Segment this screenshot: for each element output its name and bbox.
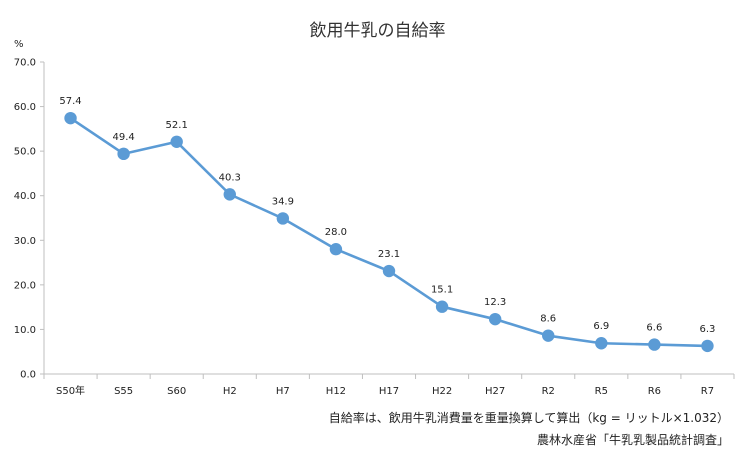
- data-label: 28.0: [325, 227, 347, 238]
- y-tick-label: 40.0: [14, 191, 36, 202]
- data-point: [276, 212, 290, 225]
- data-point: [223, 188, 236, 201]
- y-tick-label: 20.0: [14, 280, 36, 291]
- y-tick-label: 70.0: [14, 58, 36, 69]
- data-label: 6.9: [593, 321, 609, 332]
- footnote-method: 自給率は、飲用牛乳消費量を重量換算して算出（kg = リットル×1.032）: [328, 411, 729, 425]
- x-tick-label: R2: [542, 386, 555, 397]
- footnote-source: 農林水産省「牛乳乳製品統計調査」: [536, 433, 729, 447]
- data-point: [435, 300, 449, 313]
- data-point: [382, 264, 396, 278]
- x-tick-label: H22: [432, 386, 452, 397]
- chart-title: 飲用牛乳の自給率: [309, 21, 446, 41]
- data-label: 40.3: [219, 172, 241, 183]
- data-point: [542, 329, 555, 342]
- data-label: 34.9: [272, 196, 294, 207]
- x-tick-label: R6: [648, 386, 661, 397]
- x-tick-label: R7: [701, 386, 714, 397]
- x-tick-label: H7: [276, 386, 290, 397]
- y-tick-label: 0.0: [20, 370, 36, 381]
- data-label: 49.4: [112, 132, 134, 143]
- x-tick-label: H27: [485, 386, 505, 397]
- data-point: [329, 243, 343, 256]
- x-tick-label: S55: [114, 386, 133, 397]
- data-point: [595, 337, 608, 350]
- series-line: [69, 117, 708, 348]
- x-tick-label: S60: [167, 386, 186, 397]
- x-tick-label: R5: [595, 386, 608, 397]
- x-tick-label: H12: [326, 386, 346, 397]
- x-tick-label: H2: [223, 386, 237, 397]
- y-tick-label: 60.0: [14, 102, 36, 113]
- data-point: [170, 135, 183, 148]
- y-axis-unit: %: [14, 39, 24, 50]
- data-label: 52.1: [166, 120, 188, 131]
- y-tick-label: 30.0: [14, 236, 36, 247]
- data-label: 6.3: [700, 324, 716, 335]
- y-tick-label: 50.0: [14, 147, 36, 158]
- data-point: [701, 339, 714, 353]
- data-point: [117, 147, 130, 161]
- data-label: 23.1: [378, 249, 400, 260]
- data-label: 15.1: [431, 285, 453, 296]
- x-tick-label: H17: [379, 386, 399, 397]
- data-point: [648, 338, 661, 351]
- data-label: 8.6: [540, 314, 556, 325]
- x-tick-label: S50年: [56, 384, 85, 397]
- data-label: 57.4: [59, 96, 81, 107]
- data-label: 6.6: [646, 323, 662, 334]
- data-point: [64, 111, 77, 125]
- y-tick-label: 10.0: [14, 325, 36, 336]
- data-label: 12.3: [484, 297, 506, 308]
- data-point: [488, 312, 502, 326]
